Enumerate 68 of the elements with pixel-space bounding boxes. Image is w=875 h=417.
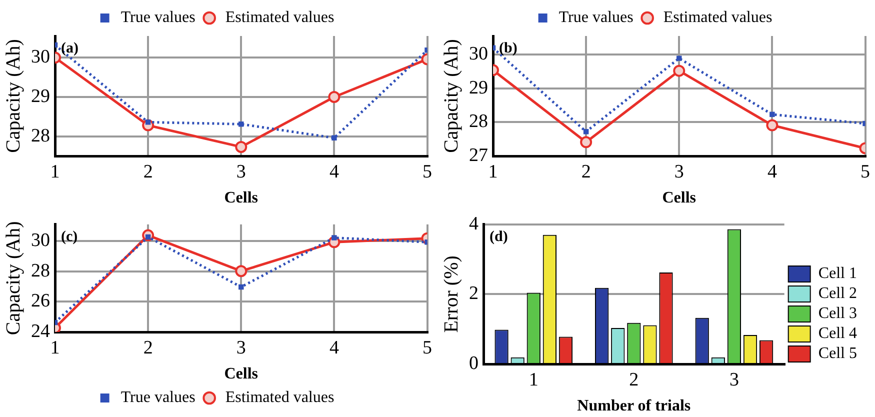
legend-label: Estimated values bbox=[225, 389, 334, 406]
y-tick-label: 28 bbox=[31, 125, 50, 146]
x-tick-label: 1 bbox=[488, 161, 498, 182]
annotation: (c) bbox=[61, 228, 78, 245]
x-tick-label: 4 bbox=[329, 161, 340, 182]
point bbox=[580, 136, 592, 148]
point bbox=[235, 140, 248, 153]
legend-label: Cell 3 bbox=[818, 305, 858, 322]
x-axis-title: Cells bbox=[224, 366, 258, 383]
x-axis-title: Cells bbox=[224, 190, 258, 207]
x-tick-label: 5 bbox=[860, 161, 870, 182]
y-tick-label: 4 bbox=[469, 213, 479, 234]
point bbox=[332, 135, 337, 141]
point bbox=[328, 90, 340, 103]
x-tick-label: 3 bbox=[236, 337, 246, 358]
y-tick-label: 28 bbox=[469, 111, 488, 132]
y-axis-title: Capacity (Ah) bbox=[2, 221, 24, 336]
x-tick-label: 2 bbox=[581, 161, 591, 182]
legend-label: Cell 4 bbox=[818, 325, 858, 342]
legend-label: True values bbox=[558, 9, 634, 26]
legend-label: Estimated values bbox=[225, 9, 334, 26]
annotation: (a) bbox=[61, 40, 78, 56]
legend-label: True values bbox=[120, 9, 196, 26]
point bbox=[770, 112, 775, 118]
x-tick-label: 2 bbox=[143, 337, 153, 358]
y-tick-label: 24 bbox=[31, 320, 50, 342]
x-tick-label: 2 bbox=[629, 369, 639, 390]
point bbox=[332, 235, 337, 240]
annotation: (d) bbox=[490, 228, 508, 245]
point bbox=[238, 284, 244, 290]
x-tick-label: 1 bbox=[50, 161, 60, 182]
y-axis-title: Capacity (Ah) bbox=[2, 39, 24, 153]
x-tick-label: 1 bbox=[528, 369, 538, 390]
legend-label: Cell 1 bbox=[818, 265, 858, 282]
annotation: (b) bbox=[499, 40, 518, 56]
point bbox=[766, 119, 778, 132]
y-tick-label: 28 bbox=[31, 260, 50, 282]
x-tick-label: 3 bbox=[729, 369, 739, 390]
y-tick-label: 27 bbox=[469, 144, 488, 166]
legend-label: Cell 5 bbox=[818, 345, 858, 362]
x-tick-label: 4 bbox=[767, 161, 778, 182]
x-tick-label: 3 bbox=[674, 161, 684, 182]
x-tick-label: 3 bbox=[236, 161, 246, 182]
x-tick-label: 5 bbox=[422, 161, 432, 182]
x-tick-label: 4 bbox=[329, 337, 340, 358]
legend-label: True values bbox=[120, 389, 196, 406]
legend-label: Cell 2 bbox=[818, 285, 858, 302]
x-axis-title: Cells bbox=[662, 190, 696, 207]
point bbox=[238, 122, 244, 127]
point bbox=[235, 265, 248, 278]
y-axis-title: Error (%) bbox=[440, 256, 462, 333]
y-tick-label: 30 bbox=[469, 44, 488, 65]
y-tick-label: 26 bbox=[31, 290, 50, 312]
x-tick-label: 2 bbox=[143, 161, 153, 182]
point bbox=[673, 64, 686, 77]
y-tick-label: 29 bbox=[469, 77, 488, 98]
point bbox=[583, 129, 589, 134]
x-tick-label: 5 bbox=[422, 337, 432, 358]
y-tick-label: 0 bbox=[469, 352, 478, 374]
y-tick-label: 2 bbox=[469, 283, 478, 304]
point bbox=[676, 56, 682, 61]
y-tick-label: 30 bbox=[31, 230, 50, 252]
y-axis-title: Capacity (Ah) bbox=[440, 39, 462, 153]
x-tick-label: 1 bbox=[50, 337, 60, 358]
y-tick-label: 30 bbox=[31, 46, 50, 68]
y-tick-label: 29 bbox=[31, 86, 50, 107]
legend-label: Estimated values bbox=[663, 9, 772, 26]
x-axis-title: Number of trials bbox=[577, 398, 691, 415]
